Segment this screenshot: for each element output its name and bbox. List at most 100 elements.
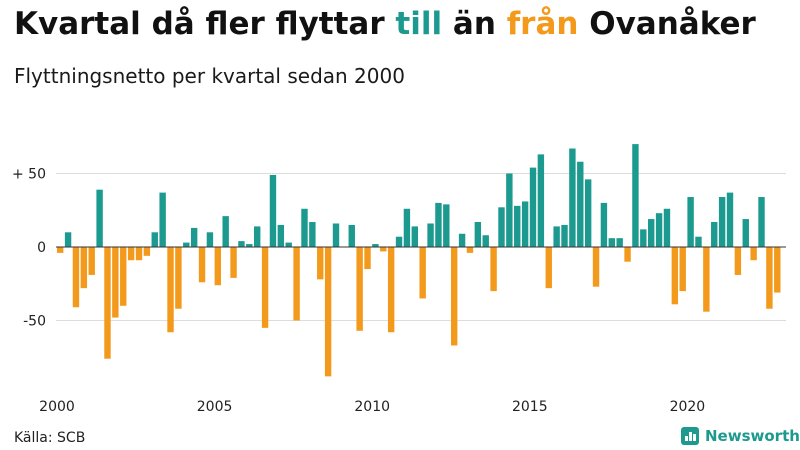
bar [112, 247, 119, 318]
bar [616, 238, 623, 247]
bar [498, 207, 505, 247]
bar [403, 208, 411, 247]
bar [64, 232, 72, 247]
bar [648, 219, 655, 247]
bar [104, 247, 111, 359]
bar [427, 223, 434, 247]
chart-subtitle: Flyttningsnetto per kvartal sedan 2000 [14, 64, 405, 88]
x-tick-label: 2020 [670, 399, 706, 415]
title-part-1: Kvartal då fler flyttar [14, 6, 396, 42]
bar [608, 238, 615, 247]
bar [277, 224, 285, 247]
bar [726, 192, 734, 247]
bar [183, 242, 190, 247]
bar [521, 201, 529, 247]
bar [466, 247, 474, 253]
bar [545, 247, 552, 289]
bar [695, 236, 702, 247]
bar [592, 247, 600, 287]
bar [758, 197, 765, 247]
bar [742, 219, 749, 247]
bar [584, 179, 592, 247]
x-tick-label: 2000 [39, 399, 75, 415]
bar [711, 222, 718, 247]
y-tick-label: -50 [23, 314, 46, 330]
bar [435, 202, 442, 247]
bar [411, 226, 418, 247]
bar [72, 247, 80, 308]
brand-logo: Newsworthy [681, 427, 800, 445]
bar [443, 204, 450, 247]
title-part-2: än [442, 6, 507, 42]
bar [309, 222, 316, 247]
bar [364, 247, 371, 270]
bar [734, 247, 742, 275]
bar [474, 222, 482, 247]
x-tick-label: 2005 [197, 399, 233, 415]
bar [387, 247, 395, 333]
bar [246, 244, 253, 247]
bar [230, 247, 237, 278]
bar [214, 247, 221, 286]
bar [254, 226, 261, 247]
bar [261, 247, 269, 328]
bar [577, 161, 584, 247]
x-tick-label: 2010 [354, 399, 390, 415]
bar [301, 208, 308, 247]
brand-name: Newsworthy [705, 427, 800, 445]
bar [687, 197, 694, 247]
bar [151, 232, 158, 247]
bar [198, 247, 206, 283]
bar [655, 213, 663, 247]
bar [561, 224, 568, 247]
title-part-3: Ovanåker [578, 6, 756, 42]
bar [127, 247, 135, 261]
x-tick-label: 2015 [512, 399, 548, 415]
bar [529, 167, 537, 247]
bar [553, 226, 560, 247]
bar [663, 208, 671, 247]
title-word-out: från [506, 6, 579, 42]
title-word-in: till [395, 6, 443, 42]
bar [167, 247, 174, 333]
bar [120, 247, 127, 306]
bar [482, 235, 489, 247]
bar [458, 233, 466, 247]
bar [159, 192, 166, 247]
bar [293, 247, 300, 321]
bar [451, 247, 458, 346]
bar [514, 205, 521, 247]
bar [506, 173, 513, 247]
bar [88, 247, 95, 275]
bar [569, 148, 576, 247]
bar [718, 197, 726, 247]
bar [750, 247, 757, 261]
bar [380, 247, 387, 252]
bar [175, 247, 182, 309]
bar [419, 247, 426, 299]
bar [624, 247, 631, 262]
bar [356, 247, 363, 331]
bar-chart-icon [681, 427, 699, 445]
bar [143, 247, 151, 256]
bar [332, 223, 340, 247]
bar [372, 244, 379, 247]
bar [632, 144, 639, 247]
bar [671, 247, 679, 305]
bar [317, 247, 324, 280]
bar [57, 247, 64, 253]
y-tick-label: + 50 [12, 167, 46, 183]
bar [190, 227, 198, 247]
bar [222, 216, 229, 247]
source-note: Källa: SCB [14, 430, 86, 446]
bar [640, 229, 647, 247]
bar [80, 247, 88, 289]
bar [537, 154, 545, 247]
chart-title: Kvartal då fler flyttar till än från Ova… [14, 6, 756, 42]
bar [766, 247, 773, 309]
bar [490, 247, 497, 292]
bar [238, 241, 245, 247]
bar [285, 242, 292, 247]
bar [135, 247, 143, 261]
